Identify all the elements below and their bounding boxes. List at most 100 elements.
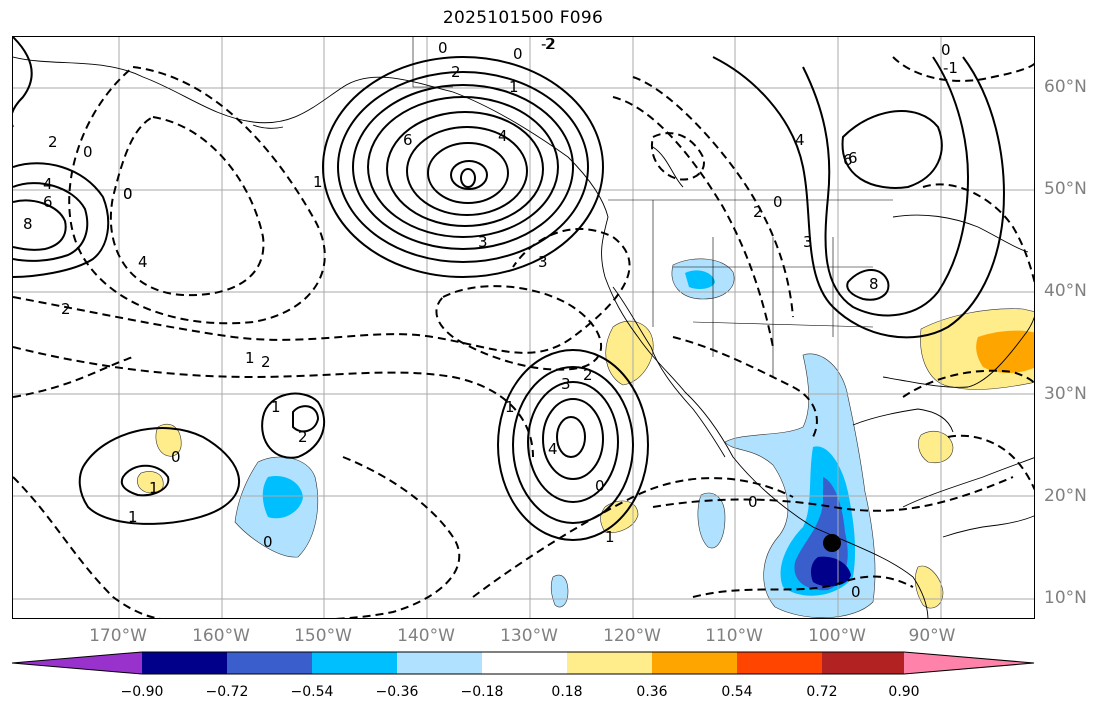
contour-label: 2 [753,203,763,221]
contour-label: -1 [943,59,958,77]
colorbar-tick: −0.72 [205,684,249,700]
state-borders [412,37,893,377]
coastlines [13,56,1034,618]
contour-label: 0 [171,448,181,466]
contour-label: 2 [451,63,461,81]
colorbar-segment [312,652,397,674]
map-panel: 0 2 0 4 6 8 6 4 3 2 1 3 4 2 1 0 0 1 2 3 … [12,36,1035,619]
contour-label: 1 [149,479,159,497]
colorbar-tick: 0.18 [551,684,583,700]
positive-anomaly-west-pacific-2 [136,471,164,494]
contour-label: 1 [128,508,138,526]
contour-label: 0 [773,193,783,211]
contour-label-group: 0 2 0 4 6 8 6 4 3 2 1 3 4 2 1 0 0 1 2 3 … [23,37,958,601]
colorbar-tick: −0.18 [460,684,504,700]
negative-anomaly-patch-small [550,574,569,608]
contour-label: 2 [583,366,593,384]
contour-label: 8 [869,275,879,293]
contour-label: 1 [605,528,615,546]
positive-anomaly-southeast-us-core [976,330,1034,373]
lat-label-10n: 10°N [1044,588,1087,608]
contour-label: 0 [438,39,448,57]
colorbar-segment [822,652,904,674]
contour-label: 0 [595,477,605,495]
graticule [13,37,1034,618]
contour-label: 1 [509,78,519,96]
lat-label-30n: 30°N [1044,384,1087,404]
contour-label: 2 [545,37,555,53]
contour-label: 0 [123,185,133,203]
contour-label: 2 [61,300,71,318]
lon-label-150w: 150°W [294,626,352,646]
colorbar-segment [737,652,822,674]
colorbar-tick: 0.54 [721,684,753,700]
contour-label: 0 [513,45,523,63]
colorbar-segment [904,652,1034,674]
contour-label: 1 [505,398,515,416]
colorbar-segment [227,652,312,674]
contour-label: 0 [263,533,273,551]
lon-label-90w: 90°W [908,626,956,646]
colorbar-tick: 0.72 [806,684,838,700]
contour-label: 6 [848,149,858,167]
contour-label: 0 [748,493,758,511]
contour-label: 2 [48,133,58,151]
contour-label: 4 [548,440,558,458]
positive-anomaly-gulf [918,431,954,464]
negative-anomaly-patch-hawaii-core [262,476,303,519]
location-marker [823,534,841,552]
contour-label: 2 [298,428,308,446]
contour-label: 0 [123,185,133,203]
lon-label-100w: 100°W [808,626,866,646]
colorbar-segment [12,652,142,674]
lon-label-140w: 140°W [397,626,455,646]
colorbar-tick: −0.54 [290,684,334,700]
colorbar-segment [652,652,737,674]
lat-label-50n: 50°N [1044,179,1087,199]
contour-label: 4 [498,127,508,145]
lon-label-170w: 170°W [89,626,147,646]
colorbar-tick: 0.36 [636,684,668,700]
negative-anomaly-core-3 [810,556,851,587]
contour-label: 0 [83,143,93,161]
positive-anomaly-west-pacific-1 [155,423,182,457]
positive-anomaly-baja [605,320,654,386]
contour-label: 1 [271,398,281,416]
shaded-fields [136,258,1034,618]
colorbar-segment [142,652,227,674]
lat-label-40n: 40°N [1044,281,1087,301]
lon-label-130w: 130°W [500,626,558,646]
contour-label: 6 [403,131,413,149]
contour-label: 4 [795,131,805,149]
colorbar-tick: −0.90 [120,684,164,700]
contours-negative [13,56,1034,618]
contour-label: 1 [313,173,323,191]
colorbar-segment [397,652,482,674]
contour-label: 6 [43,193,53,211]
lon-label-120w: 120°W [603,626,661,646]
lon-label-110w: 110°W [705,626,763,646]
colorbar [12,651,1035,675]
map-plot: 0 2 0 4 6 8 6 4 3 2 1 3 4 2 1 0 0 1 2 3 … [13,37,1034,618]
positive-anomaly-central-am-east [914,565,944,609]
contour-label: 4 [138,253,148,271]
contour-label: 3 [478,233,488,251]
contour-label: 3 [803,233,813,251]
map-title: 2025101500 F096 [442,8,604,28]
contour-label: 6 [843,151,853,169]
contour-label: -2 [541,37,556,53]
contour-label: 0 [851,583,861,601]
contour-label: 8 [23,215,33,233]
lat-label-20n: 20°N [1044,486,1087,506]
lat-label-60n: 60°N [1044,77,1087,97]
contour-label: 2 [261,353,271,371]
colorbar-segment [482,652,567,674]
contour-label: 0 [941,41,951,59]
contours-positive [13,37,1005,541]
colorbar-segment [567,652,652,674]
colorbar-tick: 0.90 [888,684,920,700]
contour-label: 4 [43,175,53,193]
colorbar-tick: −0.36 [375,684,419,700]
lon-label-160w: 160°W [192,626,250,646]
negative-anomaly-patch-west-us-core [685,270,715,290]
